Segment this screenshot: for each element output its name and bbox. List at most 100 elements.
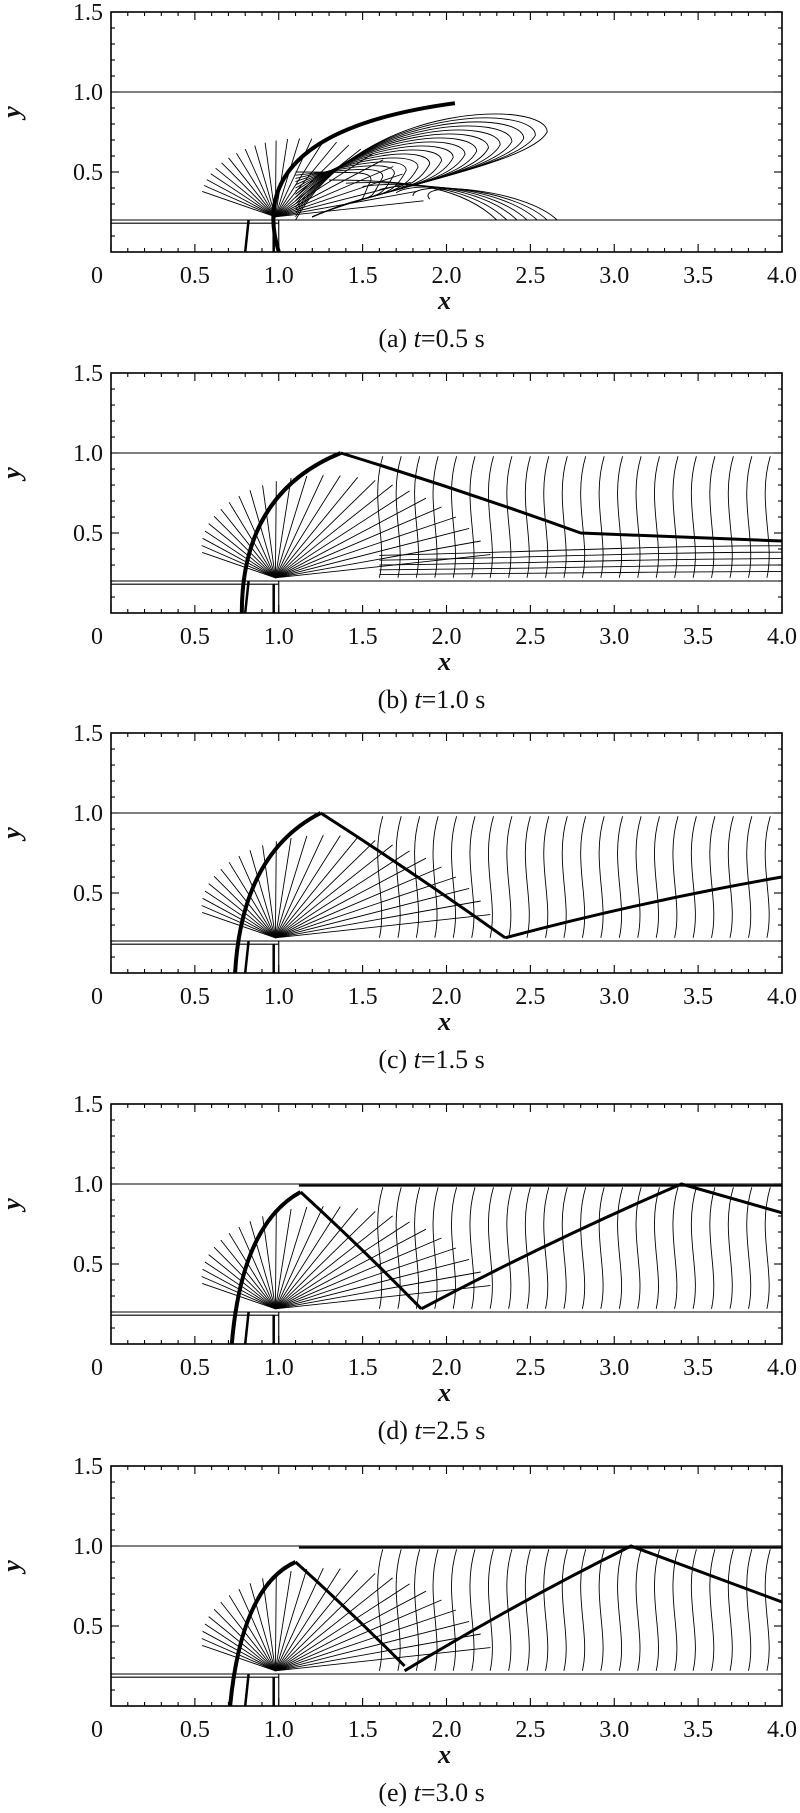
panel-a-lower-contour (345, 182, 508, 221)
panel-d-fan-contour (202, 1268, 276, 1310)
panel-e-xtick-label: 1.5 (348, 1717, 378, 1743)
panel-e-fan-contour (275, 1620, 470, 1672)
panel-b-fan-contour (275, 475, 341, 579)
panel-d-plot-area (111, 1182, 782, 1344)
panel-d-fan-contour (204, 1261, 276, 1310)
panel-d-fan-contour (274, 1209, 292, 1309)
panel-d-reflected-shock (299, 1190, 423, 1310)
panel-e-ylabel: y (0, 1560, 26, 1575)
panel-a-xtick-label: 3.0 (599, 263, 629, 289)
panel-b-xtick-label: 3.5 (683, 624, 713, 650)
panel-c-wave-contour (690, 816, 697, 938)
panel-b-xtick-label: 1.5 (348, 624, 378, 650)
panel-c-wave-contour (395, 816, 402, 938)
panel-d-caption-var: t (414, 1416, 422, 1445)
panel-b-wave-contour (524, 456, 531, 578)
panel-e-fan-contour (275, 1570, 359, 1672)
panel-e-wave-contour (377, 1549, 384, 1671)
panel-c-wave-contour (451, 816, 458, 938)
panel-e-fan-contour (213, 1608, 276, 1672)
panel-d-fan-contour (275, 1206, 341, 1310)
panel-c-fan-contour (274, 841, 277, 938)
panel-c-fan-contour (204, 890, 276, 939)
panel-b-caption-value: =1.0 s (422, 685, 486, 714)
panel-e-wave-contour (488, 1549, 494, 1671)
panel-b-fan-contour (275, 506, 442, 579)
panel-a-caption: (a) t=0.5 s (378, 324, 484, 353)
panel-e-step-wake (243, 1673, 275, 1706)
panel-a-xtick-label: 0.5 (180, 263, 210, 289)
panel-b-fan-contour (204, 530, 276, 579)
panel-e-fan-contour (202, 1644, 276, 1672)
panel-e-wave-contour (746, 1549, 753, 1671)
panel-a-ytick-label: 1.0 (73, 80, 103, 106)
panel-b-xtick-label: 2.5 (515, 624, 545, 650)
panel-c-xtick-label: 2.5 (515, 984, 545, 1010)
panel-a-fan-contour (254, 145, 276, 217)
panel-c-fan-contour (275, 844, 393, 939)
panel-b-wave-contour (432, 456, 439, 578)
panel-a-fan-contour (210, 173, 276, 218)
panel-b-wave-contour (727, 456, 734, 578)
panel-a-fan-contour (274, 140, 277, 217)
panel-e-fan-contour (275, 1577, 393, 1672)
panel-c-fan-contour (275, 857, 427, 939)
panel-c-fan-contour (275, 840, 376, 939)
panel-d-wave-contour (709, 1187, 716, 1309)
panel-d-fan-contour (275, 1228, 427, 1310)
panel-b-fan-contour (275, 490, 410, 579)
panel-e-fan-contour (275, 1647, 491, 1672)
panel-d-fan-contour (238, 1226, 276, 1309)
panel-b-fan-contour (220, 508, 276, 579)
panel-b-xtick-label: 2.0 (432, 624, 462, 650)
panel-b-lower-band-contour (379, 551, 782, 561)
panel-c-wave-contour (543, 816, 550, 938)
panel-e-frame (110, 1465, 783, 1707)
panel-a-xtick-label: 3.5 (683, 263, 713, 289)
panel-e-fan-contour (262, 1578, 276, 1671)
panel-e-xtick-label: 0.5 (180, 1717, 210, 1743)
panel-e-fan-contour (274, 1574, 277, 1671)
panel-c-wave-contour (524, 816, 531, 938)
panel-d-fan-contour (274, 1206, 308, 1309)
panel-d-fan-contour (275, 1258, 470, 1310)
panel-c-fan-contour (275, 835, 341, 939)
panel-e-wave-contour (561, 1549, 568, 1671)
panel-c-fan-contour (213, 875, 276, 939)
panel-d-fan-contour (275, 1215, 393, 1310)
panel-a-fan-contour (274, 139, 289, 217)
panel-c-wave-contour (469, 816, 476, 938)
panel-b-fan-contour (238, 495, 276, 578)
panel-b-fan-contour (262, 485, 276, 578)
panel-e-wave-contour (543, 1549, 550, 1671)
panel-c-wave-contour (432, 816, 439, 938)
panel-c-fan-contour (202, 911, 276, 939)
panel-a-fan-contour (264, 142, 276, 217)
panel-b-wave-contour (635, 456, 642, 578)
panel-b-lower-band-contour (379, 558, 782, 566)
panel-d-xtick-label: 3.0 (599, 1355, 629, 1381)
panel-d-ylabel: y (0, 1198, 26, 1213)
panel-e-xlabel: x (437, 1740, 451, 1769)
panel-c-wave-contour (764, 816, 771, 938)
panel-b-wave-contour (746, 456, 753, 578)
panel-c-xtick-label: 4.0 (767, 984, 797, 1010)
panel-b-lower-band-contour (379, 545, 782, 556)
panel-a-fan-contour (203, 185, 276, 218)
panel-d-xtick-label: 2.0 (432, 1355, 462, 1381)
panel-e-fan-contour (208, 1616, 276, 1672)
panel-d-step-wake (243, 1311, 275, 1344)
panel-e-fan-contour (275, 1568, 341, 1672)
panel-b-fan-contour (275, 480, 376, 579)
panel-a-ylabel: y (0, 106, 26, 121)
panel-e-fan-contour (275, 1599, 442, 1672)
panel-d-wave-contour (432, 1187, 439, 1309)
panel-a-fan-contour (274, 138, 313, 217)
panel-d-fan-contour (220, 1239, 276, 1310)
panel-d-fan-contour (208, 1254, 276, 1310)
panel-c-xtick-label: 0 (91, 984, 103, 1010)
panel-c-wave-contour (598, 816, 605, 938)
panel-d-wave-contour (727, 1187, 734, 1309)
panel-e-ytick-label: 1.0 (73, 1534, 103, 1560)
panel-a-fan-contour (244, 148, 276, 217)
